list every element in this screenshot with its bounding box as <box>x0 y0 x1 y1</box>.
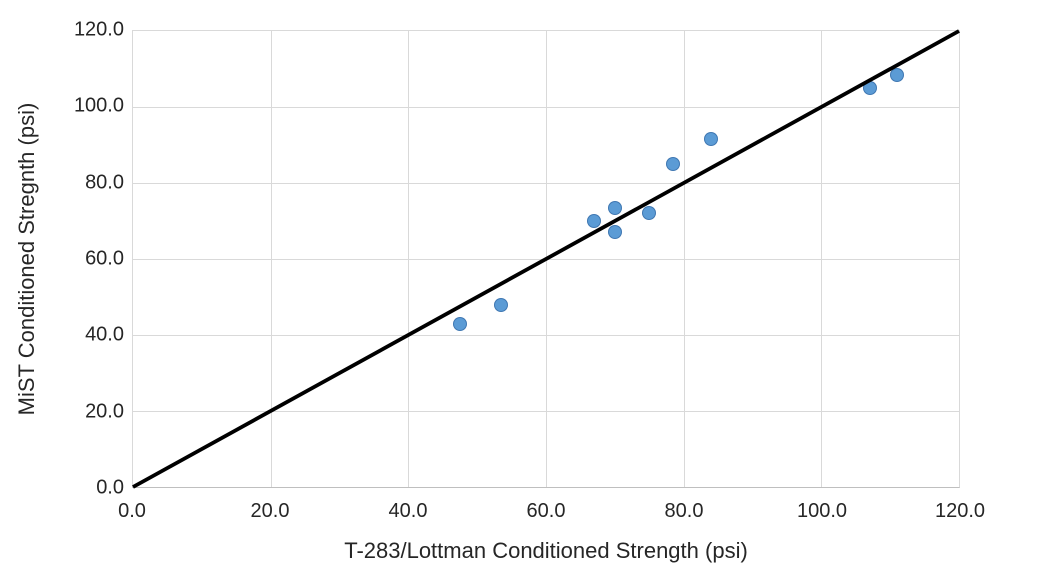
y-tick-label: 40.0 <box>85 323 124 346</box>
scatter-point <box>704 132 719 147</box>
y-tick-label: 80.0 <box>85 171 124 194</box>
x-tick-label: 0.0 <box>118 500 146 522</box>
y-tick-label: 0.0 <box>96 476 124 499</box>
gridline-horizontal <box>133 411 959 412</box>
y-axis-tick-labels: 0.0 20.0 40.0 60.0 80.0 100.0 120.0 <box>0 19 124 499</box>
scatter-point <box>666 157 681 171</box>
x-axis-tick-labels: 0.0 20.0 40.0 60.0 80.0 100.0 120.0 <box>118 494 985 522</box>
x-tick-label: 40.0 <box>388 500 428 522</box>
gridline-horizontal <box>133 182 959 184</box>
x-axis-title: T-283/Lottman Conditioned Strength (psi) <box>344 538 748 563</box>
y-tick-label: 20.0 <box>85 400 124 423</box>
scatter-point <box>890 67 905 82</box>
scatter-point <box>642 206 657 221</box>
scatter-point <box>607 200 622 215</box>
plot-area <box>132 30 960 488</box>
x-tick-label: 100.0 <box>796 500 848 522</box>
x-tick-label: 60.0 <box>526 500 566 522</box>
plot-line-layer <box>133 31 959 487</box>
equality-line <box>133 31 959 487</box>
scatter-point <box>607 225 622 240</box>
y-tick-label: 100.0 <box>73 94 124 117</box>
y-tick-label: 120.0 <box>73 18 124 41</box>
scatter-point <box>587 214 602 228</box>
x-tick-label: 80.0 <box>664 500 704 522</box>
scatter-point <box>452 316 467 331</box>
scatter-point <box>494 297 509 312</box>
gridline-horizontal <box>133 334 959 336</box>
gridline-horizontal <box>133 106 959 108</box>
x-tick-label: 20.0 <box>250 500 290 522</box>
x-tick-label: 120.0 <box>934 500 986 522</box>
y-tick-label: 60.0 <box>85 247 124 270</box>
